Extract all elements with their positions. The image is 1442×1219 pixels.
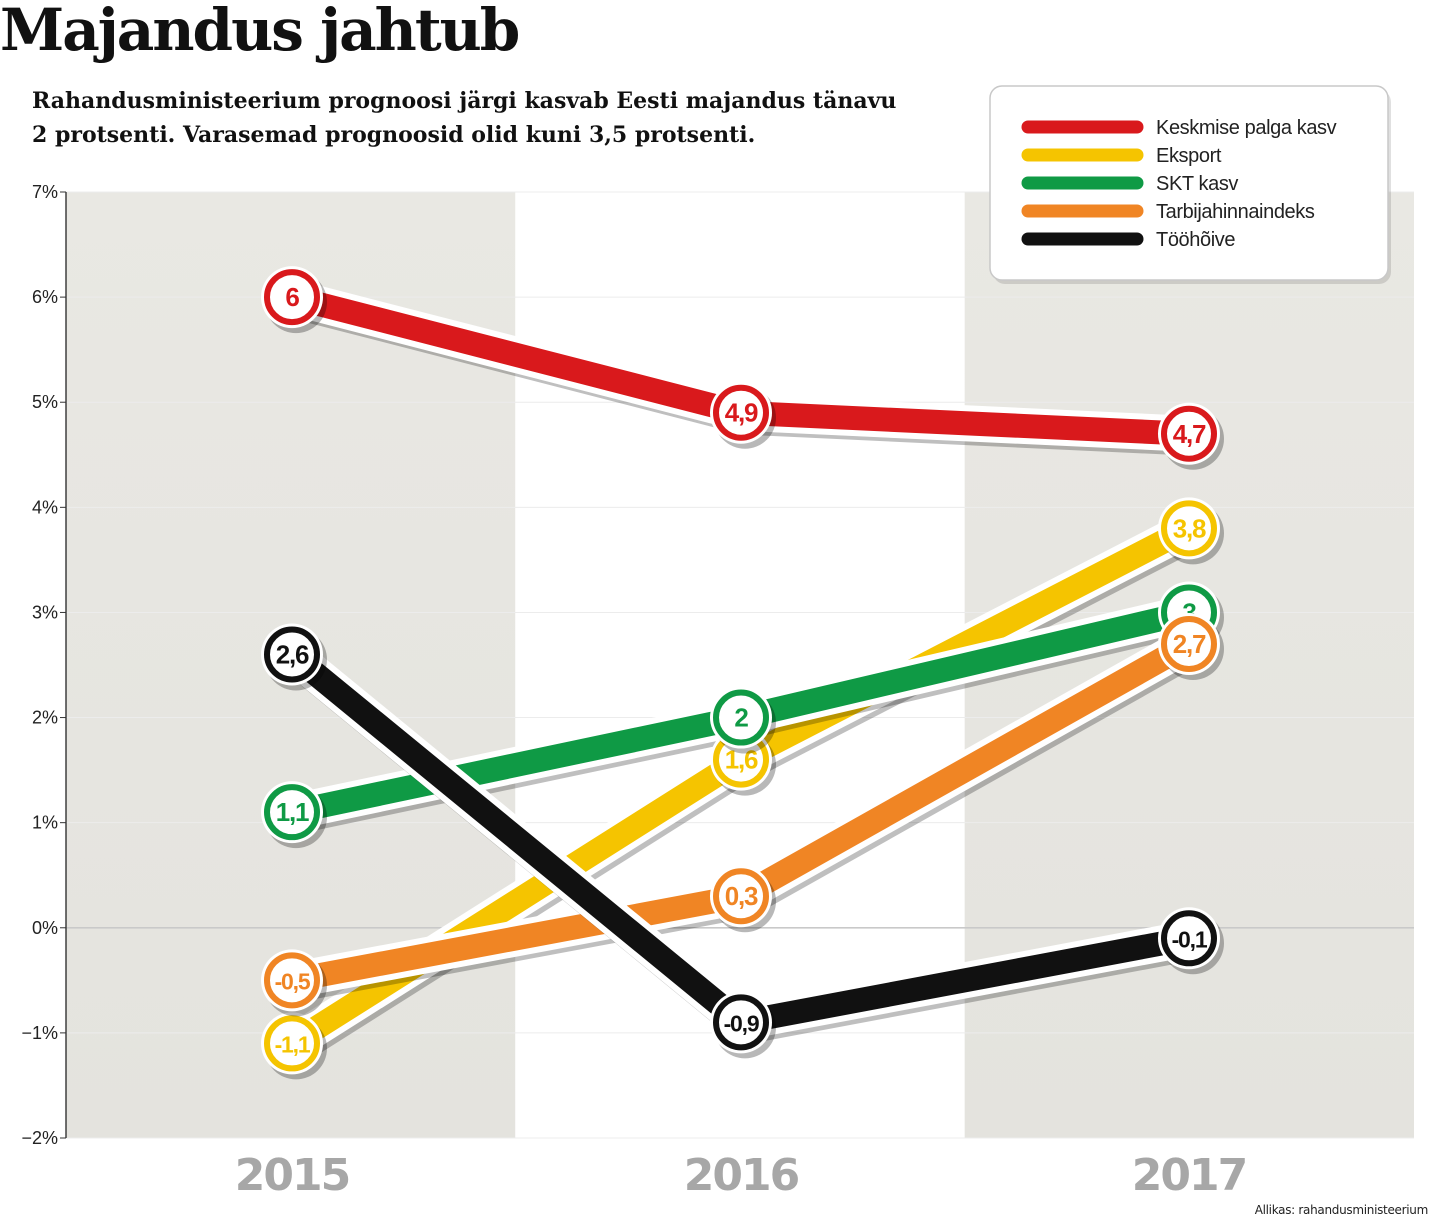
data-point-marker bbox=[1161, 500, 1217, 557]
data-label: 4,7 bbox=[1173, 419, 1206, 449]
data-point: 4,7 bbox=[1158, 402, 1224, 470]
y-tick-label: 5% bbox=[32, 392, 58, 412]
legend-label: Eksport bbox=[1156, 145, 1222, 167]
y-tick-label: 7% bbox=[32, 182, 58, 202]
x-tick-label-2015: 2015 bbox=[235, 1150, 349, 1201]
legend-label: SKT kasv bbox=[1156, 173, 1238, 195]
data-point: 2,7 bbox=[1158, 612, 1224, 680]
data-label: 3,8 bbox=[1173, 513, 1206, 543]
data-point: -0,5 bbox=[261, 949, 327, 1017]
x-tick-label-2017: 2017 bbox=[1132, 1150, 1246, 1201]
data-label: 2,7 bbox=[1173, 629, 1206, 659]
data-point-marker bbox=[1161, 910, 1217, 967]
y-tick-label: 2% bbox=[32, 708, 58, 728]
data-label: 1,1 bbox=[276, 797, 309, 827]
data-point-marker bbox=[713, 994, 769, 1051]
data-point: 1,1 bbox=[261, 781, 327, 849]
y-tick-label: 0% bbox=[32, 918, 58, 938]
data-point: -1,1 bbox=[261, 1012, 327, 1080]
data-label: 4,9 bbox=[725, 398, 758, 428]
data-label: 0,3 bbox=[725, 881, 758, 911]
data-point-marker bbox=[1161, 615, 1217, 672]
data-point: 4,9 bbox=[710, 381, 776, 449]
data-label: 2,6 bbox=[276, 639, 309, 669]
data-point-marker bbox=[264, 1015, 320, 1072]
data-point-marker bbox=[713, 689, 769, 746]
legend-label: Keskmise palga kasv bbox=[1156, 117, 1337, 139]
data-point: 0,3 bbox=[710, 865, 776, 933]
data-label: 2 bbox=[734, 703, 748, 733]
x-tick-label-2016: 2016 bbox=[684, 1150, 799, 1201]
y-tick-label: 1% bbox=[32, 813, 58, 833]
data-point-marker bbox=[1161, 405, 1217, 462]
y-tick-label: 4% bbox=[32, 497, 58, 517]
data-point-marker bbox=[713, 384, 769, 441]
chart-title: Majandus jahtub bbox=[0, 0, 520, 64]
data-point-marker bbox=[264, 784, 320, 841]
data-label: -0,5 bbox=[275, 968, 311, 994]
y-tick-label: −2% bbox=[21, 1128, 58, 1148]
data-point-marker bbox=[264, 269, 320, 326]
y-tick-label: 6% bbox=[32, 287, 58, 307]
data-label: -0,1 bbox=[1172, 926, 1208, 952]
data-label: 6 bbox=[285, 282, 299, 312]
legend-label: Tööhõive bbox=[1156, 229, 1235, 251]
data-point: -0,9 bbox=[710, 991, 776, 1059]
data-point: -0,1 bbox=[1158, 907, 1224, 975]
data-point: 2 bbox=[710, 686, 776, 754]
data-point-marker bbox=[264, 952, 320, 1009]
data-label: -0,9 bbox=[724, 1010, 759, 1036]
legend-label: Tarbijahinnaindeks bbox=[1156, 201, 1315, 223]
data-label: -1,1 bbox=[275, 1031, 311, 1057]
data-point: 3,8 bbox=[1158, 497, 1224, 565]
data-point: 2,6 bbox=[261, 623, 327, 691]
data-label: 1,6 bbox=[725, 745, 758, 775]
source-note: Allikas: rahandusministeerium bbox=[1254, 1203, 1429, 1217]
subtitle-line-2: 2 protsenti. Varasemad prognoosid olid k… bbox=[32, 122, 756, 148]
legend-box bbox=[989, 85, 1389, 281]
chart-subtitle: Rahandusministeerium prognoosi järgi kas… bbox=[32, 84, 972, 152]
data-point: 6 bbox=[261, 266, 327, 334]
y-tick-label: −1% bbox=[21, 1023, 58, 1043]
data-point-marker bbox=[713, 868, 769, 925]
subtitle-line-1: Rahandusministeerium prognoosi järgi kas… bbox=[32, 88, 897, 114]
data-point-marker bbox=[264, 626, 320, 683]
y-tick-label: 3% bbox=[32, 602, 58, 622]
